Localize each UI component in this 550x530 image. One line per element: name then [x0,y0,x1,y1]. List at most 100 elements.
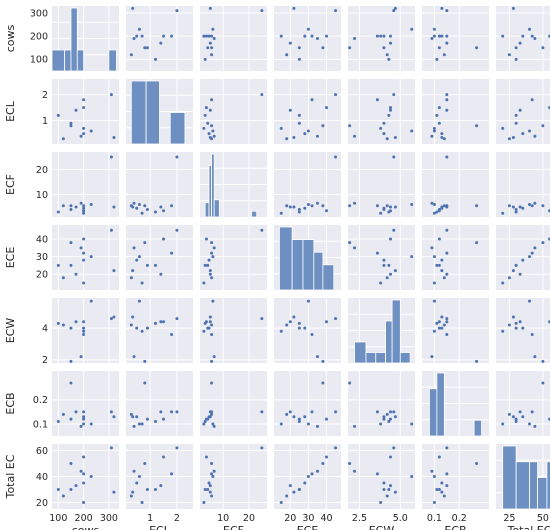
point-ecf-total-ec-10 [202,501,206,504]
point-ecl-cows-3 [175,9,179,13]
point-ecl-ece-9 [129,276,133,280]
point-ecw-ecf-3 [392,155,396,159]
panel-background [348,6,415,71]
point-ecl-ecw-8 [135,326,139,330]
panel-ecw-vs-ece [274,298,341,363]
point-cows-ecf-9 [61,204,65,208]
point-ecw-ecf-10 [379,211,383,215]
point-ecl-ece-7 [132,246,136,250]
point-ecb-ece-6 [437,237,441,241]
point-ece-ecw-9 [285,323,289,327]
point-ecw-ecl-0 [387,113,391,117]
point-ecw-total-ec-4 [410,475,414,478]
point-ecb-total-ec-6 [437,455,441,459]
point-ece-ecb-2 [310,410,314,414]
y-axis-label-cows: cows [4,24,17,52]
point-cows-ecb-4 [89,422,93,426]
point-ece-ecf-3 [334,155,338,159]
point-ecl-cows-4 [137,27,141,31]
y-tick-label-cows: 300 [30,8,48,19]
point-cows-ece-6 [82,237,86,241]
point-total-ec-ecl-5 [541,124,545,128]
point-ecf-total-ec-8 [207,481,211,485]
point-ecw-ecl-3 [392,93,396,97]
point-ece-ecf-12 [292,205,296,209]
panel-ece-vs-ecb [422,225,489,290]
point-ecw-ecl-4 [410,129,414,133]
point-ecb-ecl-9 [442,137,446,141]
point-total-ec-cows-7 [533,37,537,40]
point-ecl-ece-10 [140,281,144,285]
point-ecb-total-ec-5 [475,462,479,465]
hist-bar-cows-8 [108,49,117,72]
point-ece-ecl-8 [303,132,307,136]
y-tick-label-total-ec: 60 [36,446,48,457]
point-ecl-ece-2 [170,251,174,255]
point-ecw-ece-3 [392,228,396,232]
point-ecl-ecw-12 [131,315,135,319]
panel-background [496,371,550,436]
point-cows-ece-2 [82,251,86,255]
panel-background [348,371,415,436]
point-ece-ecl-10 [279,126,283,130]
point-cows-ecf-7 [79,201,83,205]
point-ecb-ecf-10 [432,211,436,215]
point-ecf-total-ec-3 [260,446,264,450]
point-cows-ecb-3 [109,410,113,414]
panel-background [126,152,193,217]
panel-background [200,298,267,363]
point-ecf-cows-5 [210,46,214,50]
point-ece-cows-9 [285,53,289,57]
point-ecw-ecb-5 [348,381,352,385]
point-ecw-ecb-6 [388,417,392,421]
x-tick-label-ecf: 10 [217,513,229,524]
y-axis-label-ecf: ECF [4,174,17,195]
point-ece-ecf-5 [321,204,325,208]
point-ecb-ecw-10 [432,329,436,333]
point-ece-ecw-2 [310,332,314,336]
point-ece-ecw-6 [325,320,329,324]
point-cows-ecw-1 [74,320,78,324]
point-ecl-ecb-6 [162,417,166,421]
point-ecb-ece-0 [435,263,439,267]
point-total-ec-ecw-9 [507,323,511,327]
point-ecl-ecw-5 [143,359,147,363]
point-ecf-ecw-12 [208,315,212,319]
point-ecw-cows-12 [393,6,397,10]
hist-bar-ecw-4 [391,299,401,364]
hist-bar-ecw-2 [375,352,386,364]
point-ece-ecf-1 [288,205,292,209]
point-ecw-cows-10 [379,34,383,38]
panel-background [126,225,193,290]
point-ecl-cows-2 [170,34,174,38]
point-ecw-total-ec-6 [388,455,392,459]
point-total-ec-ecf-5 [541,204,545,208]
panel-ecw-vs-ecb [422,298,489,363]
point-cows-ecb-8 [82,415,86,419]
point-ecw-ecl-9 [385,137,389,141]
point-ecl-ecb-1 [159,410,163,414]
point-ecl-cows-8 [135,34,139,38]
point-cows-total-ec-8 [82,481,86,485]
point-ecw-total-ec-11 [382,488,386,491]
point-ecb-ecl-10 [432,126,436,130]
panel-background [126,371,193,436]
point-ecw-ecb-11 [382,417,386,421]
x-axis-label-ecl: ECL [149,524,171,530]
point-ecw-ecl-11 [382,121,386,125]
point-total-ec-cows-9 [507,53,511,57]
point-ecw-total-ec-12 [393,490,397,494]
point-ecf-ecb-5 [210,381,214,385]
point-cows-total-ec-0 [56,488,60,491]
point-cows-total-ec-2 [82,472,86,476]
panel-background [52,298,119,363]
panel-ecl-vs-total-ec [496,79,550,144]
x-tick-label-ecw: 5.0 [393,513,408,524]
point-cows-ece-3 [109,228,113,232]
hist-bar-ece-3 [313,251,324,291]
x-axis-label-ecb: ECB [444,524,466,530]
y-tick-label-total-ec: 40 [36,472,48,483]
panel-ecf-vs-ecb [422,152,489,217]
point-ecl-ecb-5 [143,381,147,385]
panel-background [200,79,267,144]
